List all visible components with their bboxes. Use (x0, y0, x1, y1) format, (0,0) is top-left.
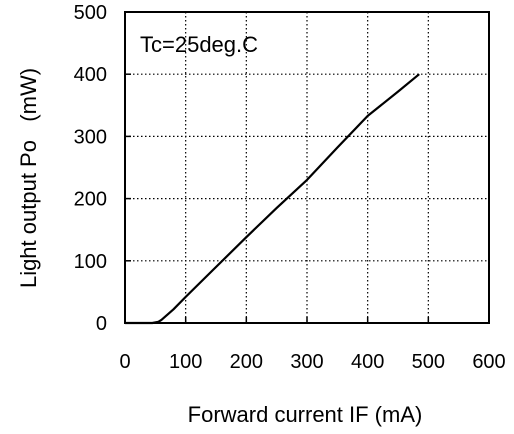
series-line (125, 73, 420, 325)
y-tick-label: 300 (74, 126, 107, 148)
x-tick-label: 0 (119, 351, 130, 373)
y-axis-ticks: 0 100 200 300 400 500 (74, 2, 131, 335)
y-tick-label: 400 (74, 64, 107, 86)
x-tick-label: 400 (351, 351, 384, 373)
annotation-temperature: Tc=25deg.C (140, 32, 258, 57)
x-tick-label: 100 (169, 351, 202, 373)
x-axis-label: Forward current IF (mA) (188, 402, 423, 427)
y-tick-label: 100 (74, 251, 107, 273)
y-tick-label: 0 (96, 313, 107, 335)
x-axis-ticks: 0 100 200 300 400 500 600 (119, 317, 506, 373)
y-axis-label: Light output Po (mW) (16, 68, 41, 288)
x-tick-label: 500 (412, 351, 445, 373)
grid (125, 12, 489, 323)
y-tick-label: 500 (74, 2, 107, 24)
y-tick-label: 200 (74, 189, 107, 211)
x-tick-label: 300 (290, 351, 323, 373)
x-tick-label: 200 (230, 351, 263, 373)
x-tick-label: 600 (472, 351, 505, 373)
